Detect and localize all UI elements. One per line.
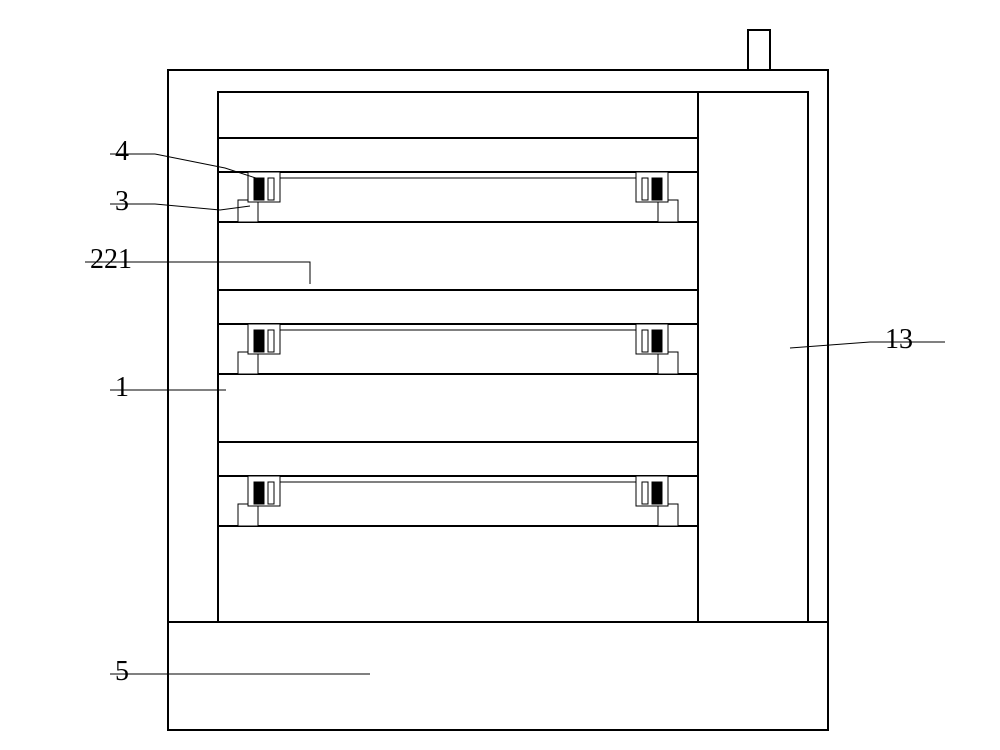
callout-label-13: 13 [885,324,913,355]
callout-label-3: 3 [115,186,129,217]
callout-label-221: 221 [90,244,132,275]
callout-label-4: 4 [115,136,129,167]
callout-label-1: 1 [115,372,129,403]
technical-diagram: 4 3 221 1 5 13 [0,0,1000,750]
callout-label-5: 5 [115,656,129,687]
